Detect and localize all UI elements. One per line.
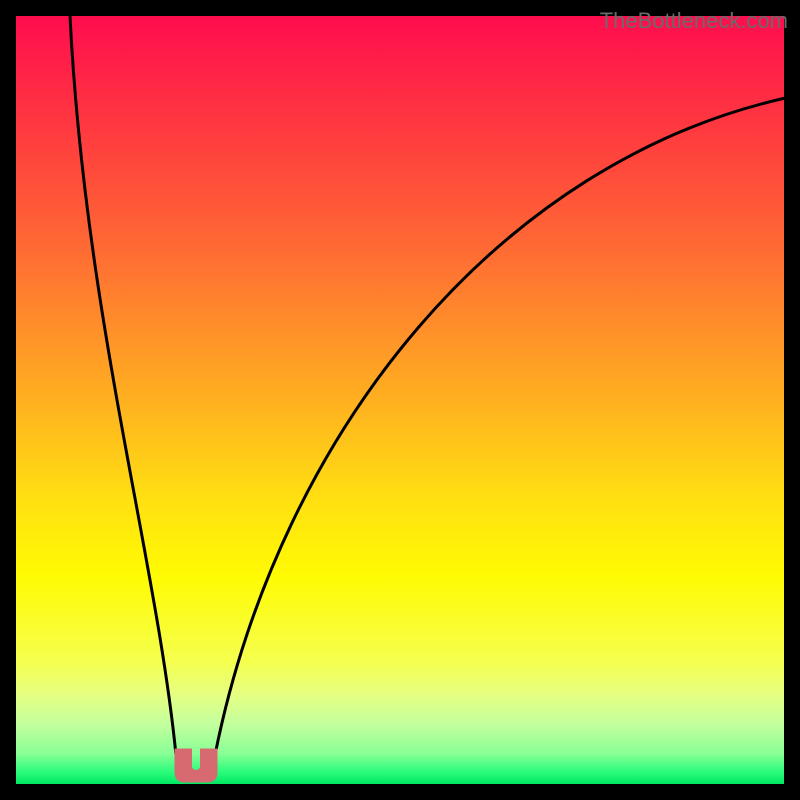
watermark-text: TheBottleneck.com [600, 8, 788, 34]
bottleneck-chart [0, 0, 800, 800]
chart-container: TheBottleneck.com [0, 0, 800, 800]
